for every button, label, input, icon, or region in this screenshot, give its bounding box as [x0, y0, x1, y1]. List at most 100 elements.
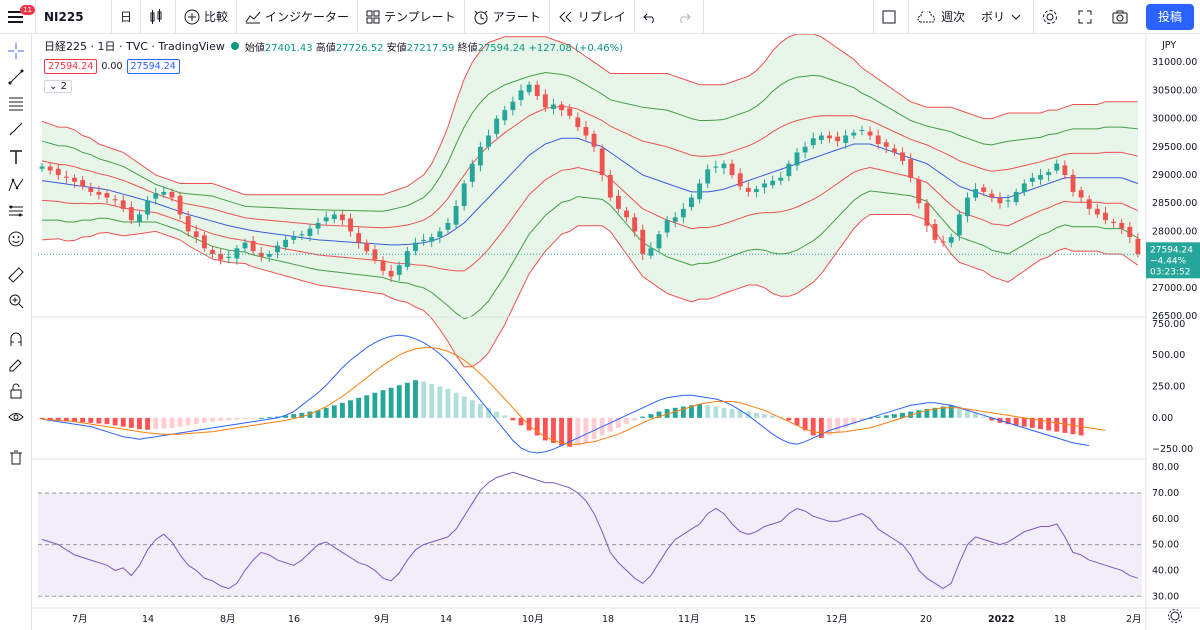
zoom-tool[interactable]: [5, 290, 27, 312]
macd-histogram-bar: [210, 417, 215, 422]
last-price-tag-text: 03:23:52: [1150, 267, 1190, 277]
forecast-tool[interactable]: [5, 200, 27, 222]
ruler-icon: [8, 267, 24, 283]
volatility-dropdown[interactable]: ボリ: [973, 0, 1033, 34]
macd-histogram-bar: [843, 417, 849, 428]
delete-tool[interactable]: [5, 446, 27, 468]
fib-tool[interactable]: [5, 92, 27, 114]
crosshair-tool[interactable]: [5, 40, 27, 62]
macd-histogram-bar: [648, 414, 654, 418]
macd-histogram-bar: [542, 417, 548, 441]
macd-histogram-bar: [104, 417, 110, 425]
settings-button[interactable]: [1032, 0, 1070, 34]
candle: [1078, 190, 1084, 198]
compare-button[interactable]: 比較: [176, 0, 238, 34]
replay-button[interactable]: リプレイ: [550, 0, 635, 34]
time-tick-label: 14: [142, 614, 154, 625]
bb-upper-2: [41, 71, 1138, 212]
candle: [218, 253, 224, 260]
candle: [112, 199, 118, 201]
undo-button[interactable]: [635, 0, 669, 34]
candle: [201, 235, 207, 249]
macd-histogram-bar: [153, 417, 159, 430]
publish-button[interactable]: 投稿: [1145, 3, 1194, 30]
candle: [956, 214, 962, 236]
ohlc-values: 始値27401.43 高値27726.52 安値27217.59 終値27594…: [245, 39, 623, 54]
visibility-tool[interactable]: [5, 406, 27, 428]
layout-button[interactable]: [872, 0, 908, 34]
high-value: 27726.52: [335, 42, 384, 54]
chart-canvas[interactable]: JPY 31000.00 30500.00 30000.00 29500.00 29000…: [32, 34, 1200, 630]
pattern-icon: [8, 178, 24, 192]
macd-histogram-bar: [802, 417, 808, 431]
close-label: 終値: [457, 42, 478, 54]
redo-button[interactable]: [669, 0, 704, 34]
interval-button[interactable]: 日: [112, 0, 142, 34]
rsi-tick-label: 40.00: [1152, 565, 1179, 576]
compare-label: 比較: [204, 10, 229, 24]
candle: [429, 237, 435, 242]
candle: [63, 176, 69, 178]
macd-histogram-bar: [477, 404, 483, 418]
macd-histogram-bar: [161, 417, 167, 429]
hamburger-icon: [8, 10, 23, 23]
rsi-tick-label: 30.00: [1152, 591, 1179, 602]
crosshair-icon: [8, 43, 24, 59]
macd-histogram-bar: [275, 416, 280, 418]
lock-tool[interactable]: [5, 380, 27, 402]
time-tick-label: 12月: [826, 614, 848, 625]
open-label: 始値: [244, 42, 265, 54]
candle: [575, 117, 581, 128]
indicators-button[interactable]: インジケーター: [237, 0, 359, 34]
macd-histogram-bar: [1038, 417, 1043, 430]
alert-button[interactable]: アラート: [465, 0, 550, 34]
indicator-collapse-button[interactable]: ⌄ 2: [44, 80, 72, 93]
sell-price-box[interactable]: 27594.24: [44, 59, 98, 74]
macd-histogram-bar: [575, 417, 581, 446]
bb-lower-3: [42, 214, 1139, 368]
symbol-search[interactable]: NI225: [36, 0, 112, 34]
candle: [786, 163, 792, 177]
lock-drawing-tool[interactable]: [5, 354, 27, 376]
chart-type-button[interactable]: [141, 0, 177, 34]
cloud-icon: [917, 10, 935, 22]
snapshot-button[interactable]: [1104, 0, 1140, 34]
candle: [275, 245, 280, 253]
macd-histogram-bar: [534, 417, 540, 436]
candle: [583, 127, 589, 136]
macd-histogram-bar: [63, 417, 69, 421]
candle: [989, 193, 995, 198]
trendline-tool[interactable]: [5, 66, 27, 88]
candle: [413, 242, 418, 252]
brush-tool[interactable]: [5, 118, 27, 140]
fullscreen-button[interactable]: [1070, 0, 1104, 34]
candle: [607, 175, 613, 198]
macd-histogram-bar: [721, 407, 727, 418]
time-tick-label: 2月: [1126, 614, 1142, 625]
candle: [185, 216, 191, 232]
bb-middle: [42, 137, 1139, 246]
time-tick-label: 15: [744, 614, 756, 625]
icon-tool[interactable]: [5, 228, 27, 250]
candle: [648, 248, 654, 256]
buy-price-box[interactable]: 27594.24: [126, 59, 180, 74]
measure-tool[interactable]: [5, 264, 27, 286]
macd-histogram-bar: [908, 411, 914, 418]
templates-button[interactable]: テンプレート: [358, 0, 465, 34]
watchlist-button[interactable]: 週次: [907, 0, 973, 34]
candle: [445, 222, 451, 230]
menu-button[interactable]: 11: [0, 0, 36, 34]
candle: [745, 187, 751, 192]
candle: [1094, 208, 1100, 215]
candle: [835, 136, 841, 142]
bollinger-bands: [41, 34, 1139, 368]
pattern-tool[interactable]: [5, 174, 27, 196]
candle: [388, 270, 394, 277]
drawing-toolbar: [0, 34, 32, 630]
magnet-tool[interactable]: [5, 328, 27, 350]
macd-histogram-bar: [380, 390, 386, 418]
macd-histogram-bar: [762, 414, 767, 418]
bb-upper-1: [41, 105, 1139, 229]
text-tool[interactable]: [5, 146, 27, 168]
time-settings-icon[interactable]: [1168, 609, 1182, 623]
